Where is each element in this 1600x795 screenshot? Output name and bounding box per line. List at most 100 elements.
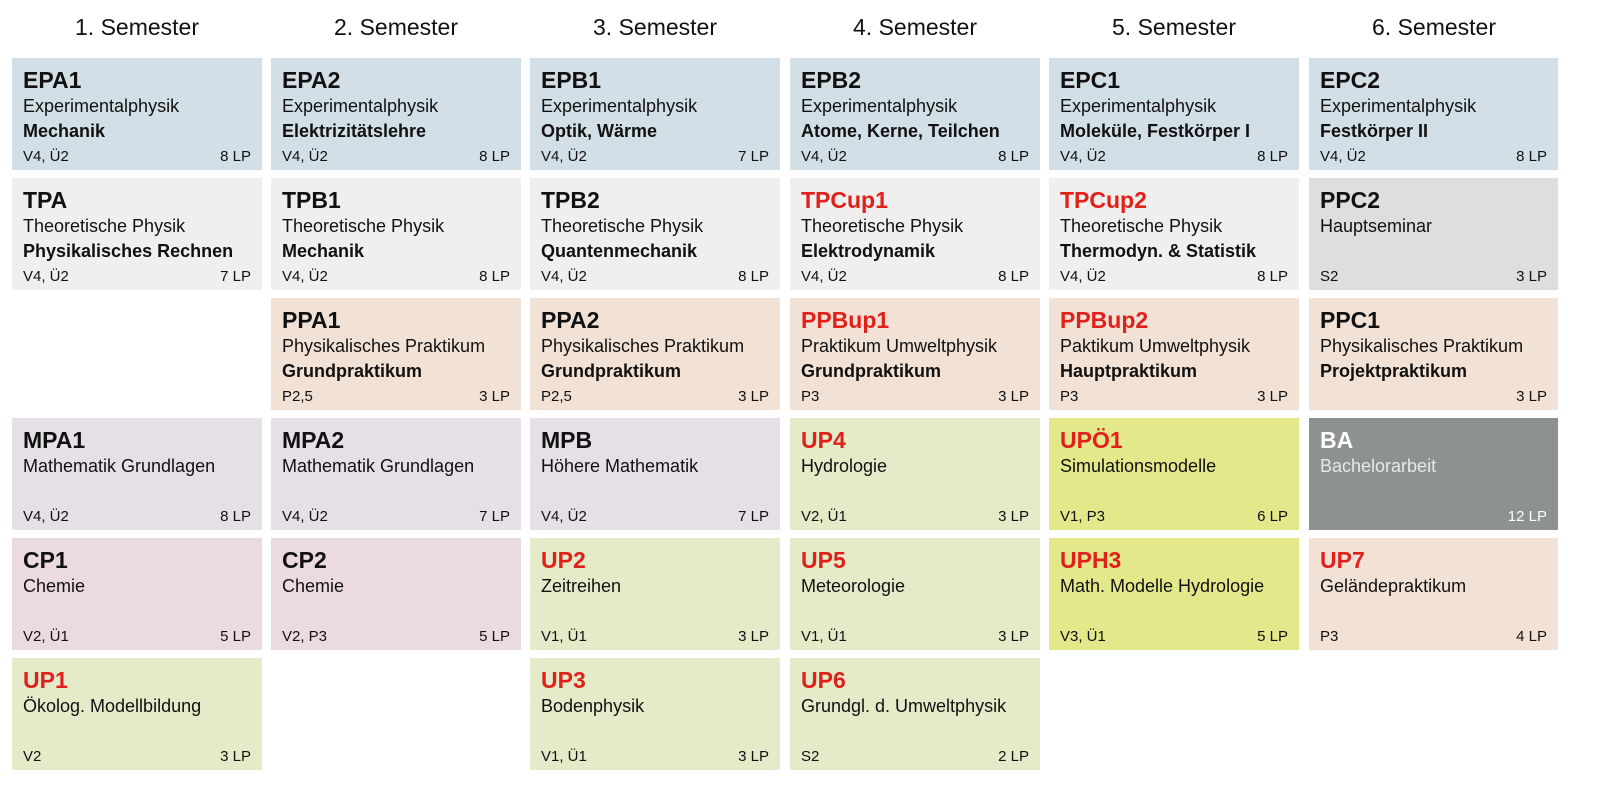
module-card: EPB2 Experimentalphysik Atome, Kerne, Teil…: [790, 58, 1040, 170]
module-credits: 3 LP: [998, 508, 1029, 525]
module-code: BA: [1320, 427, 1354, 453]
module-card: UPH3 Math. Modelle Hydrologie V3, Ü1 5 LP: [1049, 538, 1299, 650]
module-hours: V4, Ü2: [541, 268, 587, 285]
module-hours: S2: [801, 748, 820, 765]
module-credits: 3 LP: [738, 388, 769, 405]
semester-header: 2. Semester: [334, 14, 458, 40]
module-hours: P3: [1320, 628, 1339, 645]
module-subject: Experimentalphysik: [23, 96, 180, 116]
module-card: UP5 Meteorologie V1, Ü1 3 LP: [790, 538, 1040, 650]
module-card: PPA2 Physikalisches Praktikum Grundpraktik…: [530, 298, 780, 410]
module-code: TPB1: [282, 187, 341, 213]
module-credits: 7 LP: [738, 508, 769, 525]
module-subject: Chemie: [23, 576, 86, 596]
module-code: MPB: [541, 427, 593, 453]
module-card: UPÖ1 Simulationsmodelle V1, P3 6 LP: [1049, 418, 1299, 530]
module-credits: 3 LP: [1257, 388, 1288, 405]
module-hours: V1, Ü1: [541, 748, 587, 765]
semester-header: 1. Semester: [75, 14, 199, 40]
module-subject: Bachelorarbeit: [1320, 456, 1437, 476]
module-credits: 3 LP: [998, 388, 1029, 405]
module-topic: Moleküle, Festkörper I: [1060, 121, 1251, 141]
module-hours: V3, Ü1: [1060, 628, 1106, 645]
module-hours: P3: [801, 388, 820, 405]
module-subject: Experimentalphysik: [801, 96, 958, 116]
module-card: EPC1 Experimentalphysik Moleküle, Festkörp…: [1049, 58, 1299, 170]
module-code: TPCup1: [801, 187, 888, 213]
module-card: PPA1 Physikalisches Praktikum Grundpraktik…: [271, 298, 521, 410]
module-code: TPA: [23, 187, 68, 213]
module-credits: 5 LP: [220, 628, 251, 645]
module-card: UP1 Ökolog. Modellbildung V2 3 LP: [12, 658, 262, 770]
module-code: CP2: [282, 547, 327, 573]
module-credits: 2 LP: [998, 748, 1029, 765]
module-subject: Physikalisches Praktikum: [1320, 336, 1524, 356]
module-code: UP7: [1320, 547, 1365, 573]
module-code: PPBup1: [801, 307, 890, 333]
module-topic: Mechanik: [23, 121, 106, 141]
module-credits: 12 LP: [1507, 508, 1547, 525]
module-card: TPB2 Theoretische Physik Quantenmechanik V4…: [530, 178, 780, 290]
module-credits: 5 LP: [1257, 628, 1288, 645]
module-card: TPB1 Theoretische Physik Mechanik V4, Ü2 8 L…: [271, 178, 521, 290]
module-subject: Theoretische Physik: [541, 216, 704, 236]
module-hours: V4, Ü2: [541, 148, 587, 165]
module-credits: 3 LP: [479, 388, 510, 405]
module-subject: Mathematik Grundlagen: [23, 456, 216, 476]
module-hours: V4, Ü2: [801, 268, 847, 285]
module-code: PPA2: [541, 307, 600, 333]
module-credits: 8 LP: [998, 148, 1029, 165]
module-credits: 8 LP: [1257, 148, 1288, 165]
module-card: MPA1 Mathematik Grundlagen V4, Ü2 8 LP: [12, 418, 262, 530]
module-card: TPA Theoretische Physik Physikalisches Rec…: [12, 178, 262, 290]
module-hours: V1, Ü1: [541, 628, 587, 645]
semester-header: 5. Semester: [1112, 14, 1236, 40]
module-subject: Math. Modelle Hydrologie: [1060, 576, 1265, 596]
module-credits: 8 LP: [479, 268, 510, 285]
module-subject: Hydrologie: [801, 456, 888, 476]
module-code: UP6: [801, 667, 846, 693]
module-code: PPC1: [1320, 307, 1381, 333]
module-credits: 8 LP: [220, 148, 251, 165]
module-hours: V2, Ü1: [23, 628, 69, 645]
module-card: MPA2 Mathematik Grundlagen V4, Ü2 7 LP: [271, 418, 521, 530]
module-card: MPB Höhere Mathematik V4, Ü2 7 LP: [530, 418, 780, 530]
module-subject: Experimentalphysik: [1060, 96, 1217, 116]
module-topic: Festkörper II: [1320, 121, 1429, 141]
module-code: UP2: [541, 547, 586, 573]
semester-header: 3. Semester: [593, 14, 717, 40]
module-hours: V4, Ü2: [1060, 268, 1106, 285]
module-credits: 3 LP: [1516, 268, 1547, 285]
module-hours: V2: [23, 748, 42, 765]
module-subject: Zeitreihen: [541, 576, 622, 596]
module-card: PPBup2 Paktikum Umweltphysik Hauptpraktiku…: [1049, 298, 1299, 410]
module-hours: V1, P3: [1060, 508, 1106, 525]
module-code: MPA1: [23, 427, 86, 453]
module-card: UP4 Hydrologie V2, Ü1 3 LP: [790, 418, 1040, 530]
semester-header: 6. Semester: [1372, 14, 1496, 40]
module-topic: Grundpraktikum: [282, 361, 423, 381]
module-hours: V4, Ü2: [282, 148, 328, 165]
module-code: UPÖ1: [1060, 427, 1123, 453]
module-credits: 3 LP: [1516, 388, 1547, 405]
module-hours: V4, Ü2: [282, 268, 328, 285]
module-topic: Projektpraktikum: [1320, 361, 1468, 381]
module-subject: Höhere Mathematik: [541, 456, 699, 476]
module-code: PPBup2: [1060, 307, 1149, 333]
module-topic: Elektrizitätslehre: [282, 121, 427, 141]
semester-header: 4. Semester: [853, 14, 977, 40]
module-credits: 7 LP: [738, 148, 769, 165]
module-hours: P3: [1060, 388, 1079, 405]
module-hours: V4, Ü2: [23, 508, 69, 525]
module-hours: P2,5: [282, 388, 313, 405]
module-subject: Bodenphysik: [541, 696, 645, 716]
module-subject: Theoretische Physik: [282, 216, 445, 236]
module-hours: V4, Ü2: [282, 508, 328, 525]
module-code: PPC2: [1320, 187, 1381, 213]
module-subject: Physikalisches Praktikum: [541, 336, 745, 356]
module-topic: Hauptpraktikum: [1060, 361, 1198, 381]
module-topic: Thermodyn. & Statistik: [1060, 241, 1257, 261]
module-topic: Optik, Wärme: [541, 121, 658, 141]
module-hours: V4, Ü2: [1060, 148, 1106, 165]
module-subject: Theoretische Physik: [23, 216, 186, 236]
